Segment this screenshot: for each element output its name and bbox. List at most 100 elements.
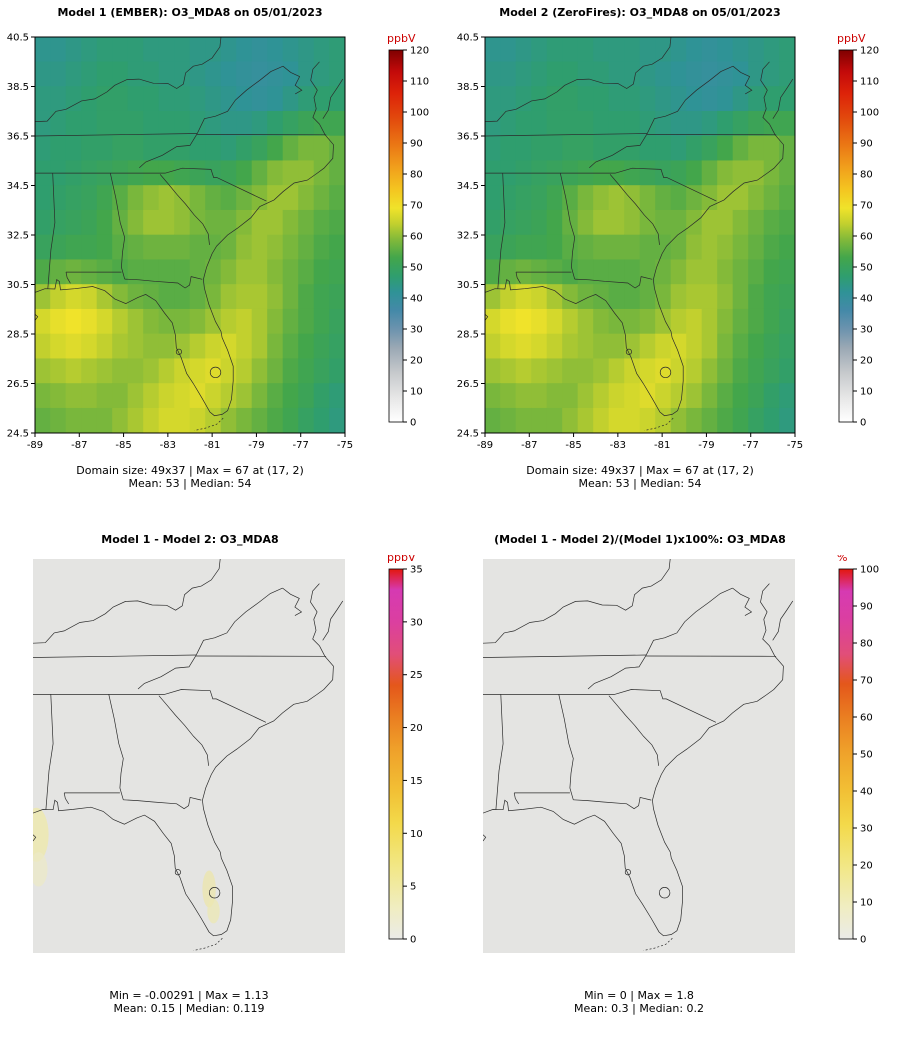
colorbar-unit-label: % (837, 555, 847, 564)
x-tick-label: -75 (337, 440, 353, 451)
colorbar-tick-label: 120 (860, 46, 879, 57)
panel-stats-percent-difference: Min = 0 | Max = 1.8 Mean: 0.3 | Median: … (483, 989, 795, 1015)
colorbar-tick-label: 90 (860, 139, 873, 150)
colorbar (388, 568, 404, 940)
tampa-bay (625, 348, 632, 355)
lake-okeechobee (659, 366, 672, 379)
colorbar-ticks: 0 5 10 15 20 25 30 35 (403, 565, 423, 946)
y-tick-label: 26.5 (7, 379, 29, 390)
x-tick-label: -77 (293, 440, 309, 451)
colorbar-tick-label: 0 (860, 418, 866, 429)
x-tick-label: -89 (477, 440, 493, 451)
axes: -89 -87 -85 -83 -81 -79 -77 -75 24.5 26.5 28.5 30.5… (7, 33, 353, 452)
colorbar-tick-label: 10 (410, 387, 423, 398)
colorbar-tick-label: 50 (860, 750, 873, 761)
panel-title-model2: Model 2 (ZeroFires): O3_MDA8 on 05/01/20… (499, 6, 781, 19)
stats-line-2: Mean: 53 | Median: 54 (128, 477, 252, 490)
y-tick-label: 28.5 (7, 330, 29, 341)
colorbar-tick-label: 30 (410, 325, 423, 336)
map-plot-model2: -89 -87 -85 -83 -81 -79 -77 -75 24.5 26.5 28.5 30.5… (457, 32, 879, 451)
colorbar-tick-label: 20 (860, 861, 873, 872)
colorbar-tick-label: 70 (860, 201, 873, 212)
panel-model1: Model 1 (EMBER): O3_MDA8 on 05/01/2023 -… (0, 0, 450, 525)
colorbar-tick-label: 100 (860, 108, 879, 119)
colorbar-tick-label: 25 (410, 670, 423, 681)
panel-difference: Model 1 - Model 2: O3_MDA8 0 5 10 15 20 25 30 3… (0, 525, 450, 1045)
x-tick-label: -79 (248, 440, 264, 451)
state-outlines (485, 37, 794, 431)
colorbar-tick-label: 5 (410, 882, 416, 893)
colorbar-ticks: 0 10 20 30 40 50 60 70 80 90 100 110 120 (403, 46, 429, 429)
colorbar-unit-label: ppbV (387, 555, 416, 564)
panel-stats-model2: Domain size: 49x37 | Max = 67 at (17, 2)… (485, 464, 795, 490)
y-tick-label: 36.5 (7, 132, 29, 143)
state-outlines (33, 559, 344, 951)
colorbar-tick-label: 110 (410, 77, 429, 88)
colorbar-tick-label: 50 (860, 263, 873, 274)
lake-okeechobee (209, 366, 222, 379)
colorbar-tick-label: 70 (410, 201, 423, 212)
colorbar-unit-label: ppbV (387, 32, 416, 45)
stats-line-1: Min = 0 | Max = 1.8 (584, 989, 694, 1002)
colorbar-tick-label: 100 (860, 565, 879, 576)
colorbar-tick-label: 90 (860, 602, 873, 613)
panel-title-percent-difference: (Model 1 - Model 2)/(Model 1)x100%: O3_M… (494, 533, 786, 546)
colorbar-tick-label: 30 (410, 617, 423, 628)
colorbar-tick-label: 80 (860, 170, 873, 181)
heatmap-layer (485, 37, 795, 433)
colorbar (388, 49, 404, 423)
colorbar-tick-label: 60 (410, 232, 423, 243)
state-outlines (483, 559, 794, 951)
colorbar-tick-label: 0 (410, 418, 416, 429)
panel-stats-difference: Min = -0.00291 | Max = 1.13 Mean: 0.15 |… (33, 989, 345, 1015)
colorbar-tick-label: 60 (860, 713, 873, 724)
colorbar (838, 49, 854, 423)
colorbar-tick-label: 80 (860, 639, 873, 650)
y-tick-label: 36.5 (457, 132, 479, 143)
x-tick-label: -83 (160, 440, 176, 451)
colorbar-ticks: 0 10 20 30 40 50 60 70 80 90 100 110 120 (853, 46, 879, 429)
colorbar-tick-label: 100 (410, 108, 429, 119)
colorbar-tick-label: 30 (860, 325, 873, 336)
stats-line-2: Mean: 0.15 | Median: 0.119 (113, 1002, 265, 1015)
y-tick-label: 26.5 (457, 379, 479, 390)
map-plot-percent-difference: 0 10 20 30 40 50 60 70 80 90 100% (483, 555, 879, 953)
colorbar-tick-label: 20 (410, 356, 423, 367)
colorbar-tick-label: 40 (860, 787, 873, 798)
x-tick-label: -81 (204, 440, 220, 451)
colorbar-tick-label: 20 (860, 356, 873, 367)
panel-title-difference: Model 1 - Model 2: O3_MDA8 (101, 533, 279, 546)
y-tick-label: 30.5 (7, 280, 29, 291)
stats-line-1: Domain size: 49x37 | Max = 67 at (17, 2) (526, 464, 754, 477)
x-tick-label: -77 (743, 440, 759, 451)
y-tick-label: 32.5 (7, 231, 29, 242)
heatmap-layer (33, 559, 345, 953)
colorbar-tick-label: 120 (410, 46, 429, 57)
x-tick-label: -75 (787, 440, 803, 451)
panel-model2: Model 2 (ZeroFires): O3_MDA8 on 05/01/20… (450, 0, 900, 525)
colorbar-unit-label: ppbV (837, 32, 866, 45)
tampa-bay (624, 869, 631, 876)
stats-line-2: Mean: 53 | Median: 54 (578, 477, 702, 490)
state-outlines (35, 37, 344, 431)
colorbar-tick-label: 50 (410, 263, 423, 274)
colorbar-tick-label: 10 (860, 898, 873, 909)
y-tick-label: 30.5 (457, 280, 479, 291)
y-tick-label: 28.5 (457, 330, 479, 341)
colorbar-tick-label: 10 (860, 387, 873, 398)
map-plot-model1: -89 -87 -85 -83 -81 -79 -77 -75 24.5 26.5 28.5 30.5… (7, 32, 429, 452)
y-tick-label: 32.5 (457, 231, 479, 242)
colorbar-tick-label: 30 (860, 824, 873, 835)
y-tick-label: 24.5 (7, 429, 29, 440)
x-tick-label: -87 (521, 440, 537, 451)
heatmap-layer (35, 37, 345, 433)
lake-okeechobee (208, 887, 221, 899)
x-tick-label: -85 (565, 440, 581, 451)
y-tick-label: 24.5 (457, 429, 479, 440)
x-tick-label: -87 (71, 440, 87, 451)
colorbar-ticks: 0 10 20 30 40 50 60 70 80 90 100 (853, 565, 879, 946)
colorbar-tick-label: 20 (410, 723, 423, 734)
panel-percent-difference: (Model 1 - Model 2)/(Model 1)x100%: O3_M… (450, 525, 900, 1045)
